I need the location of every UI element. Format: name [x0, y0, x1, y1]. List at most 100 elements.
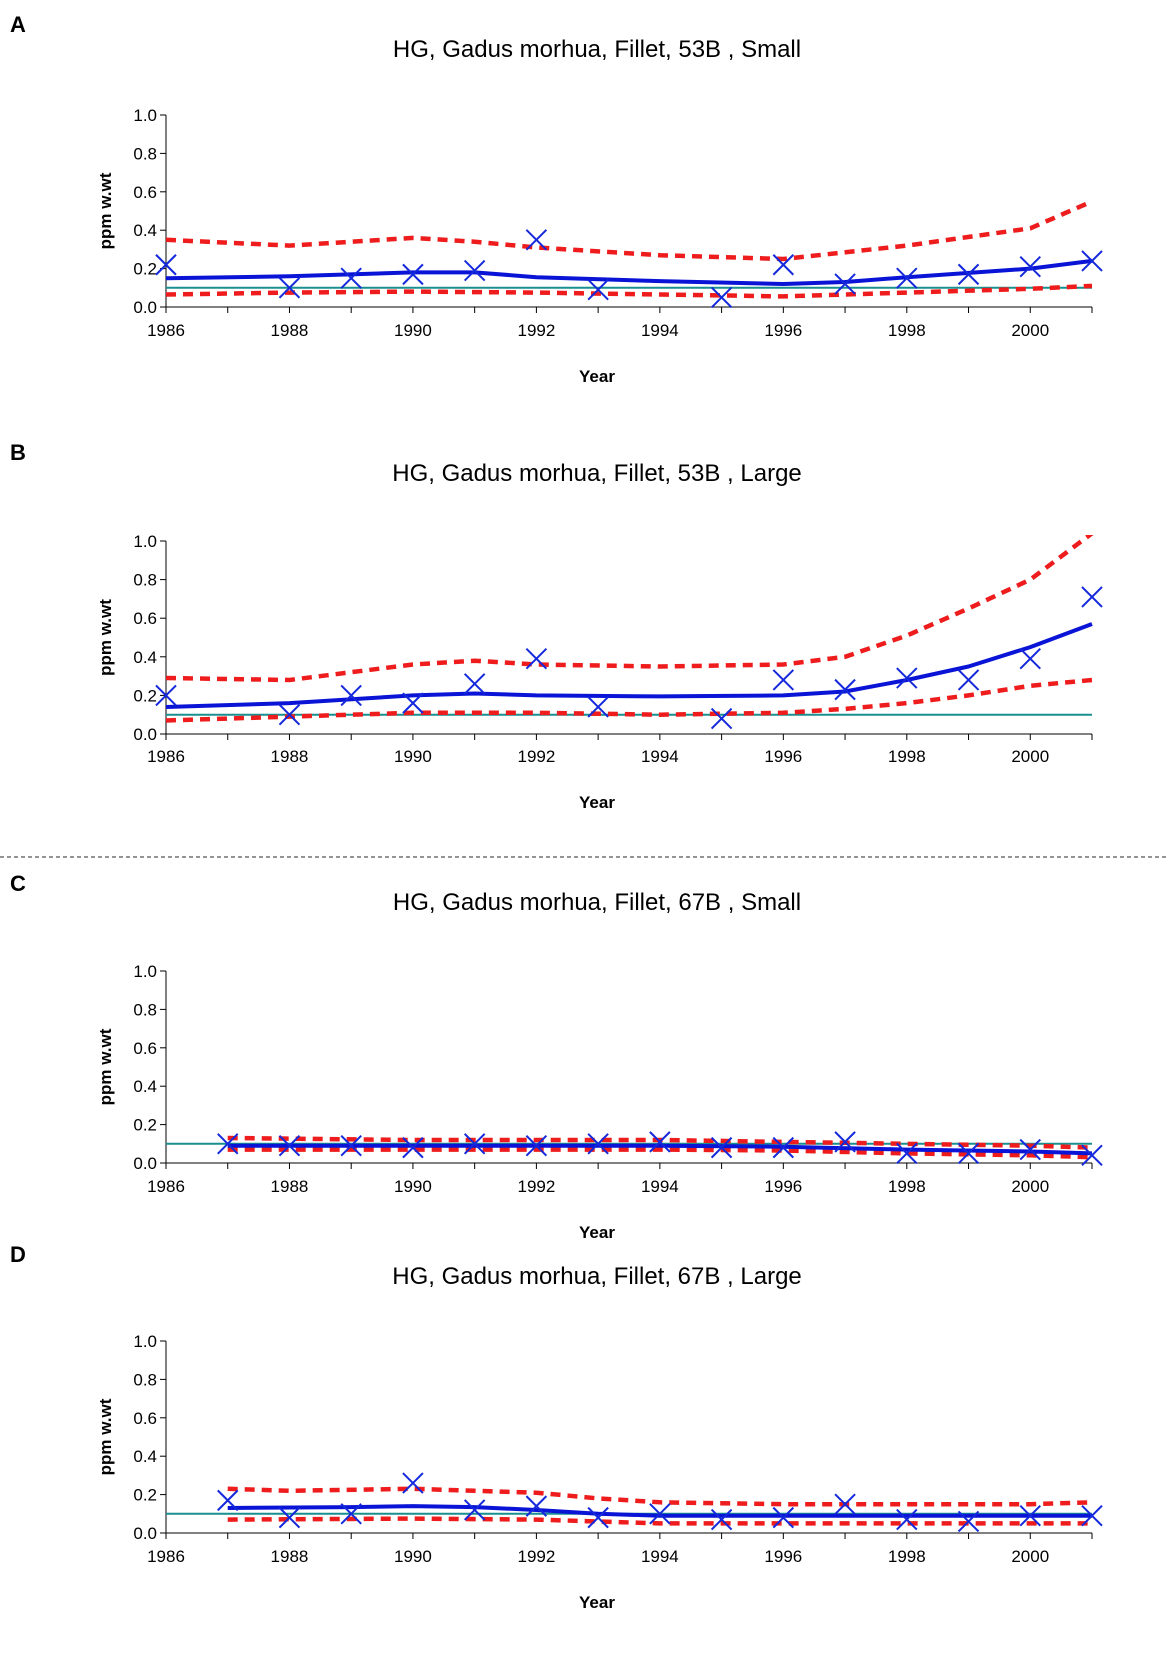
x-tick-label: 1994: [641, 1177, 679, 1196]
y-tick-label: 0.8: [133, 1370, 157, 1389]
observed-point-stroke: [1019, 648, 1041, 670]
observed-point: [1019, 1505, 1041, 1527]
observed-point: [587, 696, 609, 718]
y-tick-label: 0.8: [133, 144, 157, 163]
y-tick-label: 0.2: [133, 1116, 157, 1135]
upper-confidence-line: [165, 535, 1094, 683]
lower-confidence-line: [165, 283, 1093, 299]
observed-point: [772, 669, 795, 691]
observed-point: [402, 263, 424, 286]
observed-point: [957, 669, 980, 691]
chart-panel-a: A HG, Gadus morhua, Fillet, 53B , Small 0.…: [10, 12, 1103, 386]
y-tick-label: 0.2: [133, 260, 157, 279]
x-axis-label: Year: [579, 367, 615, 386]
observed-point: [340, 1135, 362, 1157]
observed-point-stroke: [587, 696, 609, 718]
observed-point-stroke: [587, 279, 609, 301]
x-tick-label: 1994: [641, 1547, 679, 1566]
x-tick-label: 1986: [147, 321, 185, 340]
observed-point-stroke: [957, 1142, 980, 1165]
chart-title: HG, Gadus morhua, Fillet, 67B , Large: [392, 1263, 802, 1290]
y-tick-label: 1.0: [133, 962, 157, 981]
observed-point-stroke: [896, 667, 918, 689]
observed-point: [402, 1136, 424, 1159]
y-axis-label: ppm w.wt: [96, 1398, 115, 1475]
y-tick-label: 0.6: [133, 1039, 157, 1058]
observed-point-stroke: [463, 1499, 486, 1521]
observed-point-stroke: [772, 1136, 795, 1159]
observed-point: [463, 1499, 486, 1521]
chart-title: HG, Gadus morhua, Fillet, 53B , Large: [392, 460, 802, 487]
observed-point: [587, 279, 609, 301]
trend-line: [165, 258, 1093, 286]
observed-point: [834, 1131, 856, 1153]
y-tick-label: 0.0: [133, 298, 157, 317]
series-group: [166, 1131, 1103, 1167]
x-tick-label: 1996: [764, 1177, 802, 1196]
observed-point: [463, 1133, 486, 1155]
observed-point: [649, 1503, 671, 1525]
observed-point: [957, 1510, 980, 1533]
observed-point: [587, 1133, 609, 1155]
observed-point: [1019, 1138, 1041, 1161]
observed-point-stroke: [525, 648, 548, 670]
observed-point-stroke: [957, 669, 980, 691]
observed-point-stroke: [525, 1495, 548, 1517]
x-tick-label: 2000: [1011, 321, 1049, 340]
y-tick-label: 0.4: [133, 1447, 157, 1466]
observed-point: [834, 678, 856, 701]
x-tick-label: 1996: [764, 747, 802, 766]
observed-point: [402, 692, 424, 714]
observed-point: [710, 707, 733, 730]
observed-point-stroke: [278, 1135, 301, 1157]
observed-point-stroke: [587, 1506, 609, 1529]
observed-point: [1081, 1505, 1103, 1527]
observed-point-stroke: [649, 1503, 671, 1525]
observed-point-stroke: [772, 1506, 795, 1529]
observed-point: [463, 259, 486, 282]
observed-point: [525, 1495, 548, 1517]
observed-point-stroke: [587, 1133, 609, 1155]
y-axis-label: ppm w.wt: [96, 599, 115, 676]
observed-point-stroke: [649, 1131, 671, 1153]
observed-point-stroke: [957, 1510, 980, 1533]
x-tick-label: 1986: [147, 747, 185, 766]
observed-point-stroke: [957, 263, 980, 286]
y-tick-label: 0.0: [133, 1524, 157, 1543]
chart-panel-b: B HG, Gadus morhua, Fillet, 53B , Large 0.…: [10, 440, 1103, 812]
observed-point: [340, 1503, 362, 1525]
observed-point: [278, 277, 301, 299]
observed-point: [710, 1508, 733, 1531]
observed-point-stroke: [896, 1508, 918, 1531]
observed-point: [710, 286, 733, 309]
observed-point: [1081, 1144, 1103, 1167]
observed-point: [463, 673, 486, 695]
x-tick-label: 1986: [147, 1177, 185, 1196]
observed-point-stroke: [710, 1136, 733, 1159]
x-tick-label: 1992: [517, 1547, 555, 1566]
observed-point: [1019, 648, 1041, 670]
observed-point-stroke: [896, 267, 918, 289]
y-tick-label: 0.4: [133, 648, 157, 667]
observed-point-stroke: [340, 267, 362, 289]
trend-line: [227, 1504, 1092, 1518]
x-tick-label: 1988: [271, 1177, 309, 1196]
x-tick-label: 1998: [888, 1177, 926, 1196]
x-tick-label: 1994: [641, 747, 679, 766]
x-tick-label: 1986: [147, 1547, 185, 1566]
observed-point: [649, 1131, 671, 1153]
observed-point: [896, 1142, 918, 1165]
y-tick-label: 0.8: [133, 1000, 157, 1019]
observed-point: [957, 1142, 980, 1165]
observed-point: [587, 1506, 609, 1529]
y-tick-label: 1.0: [133, 106, 157, 125]
y-tick-label: 0.0: [133, 1154, 157, 1173]
observed-point: [896, 267, 918, 289]
observed-point: [834, 1493, 856, 1515]
observed-point: [525, 229, 548, 251]
observed-point-stroke: [340, 1503, 362, 1525]
observed-point-stroke: [278, 703, 301, 726]
observed-point: [155, 684, 177, 707]
y-tick-label: 0.2: [133, 686, 157, 705]
x-tick-label: 1990: [394, 321, 432, 340]
